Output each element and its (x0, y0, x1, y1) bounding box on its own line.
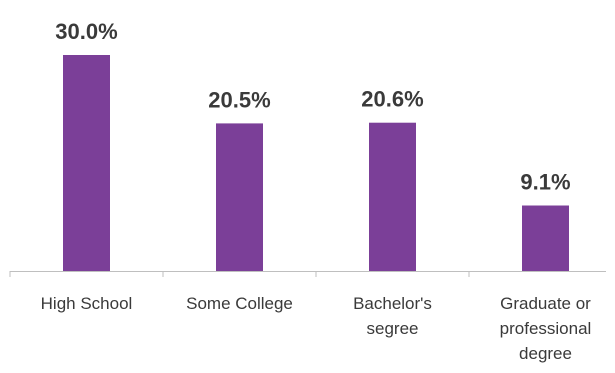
category-label-line: segree (367, 319, 419, 338)
bar (522, 205, 569, 271)
bar (216, 123, 263, 272)
bars-layer (63, 55, 569, 272)
category-label: Graduate or professional degree (500, 294, 592, 363)
category-label: Some College (186, 294, 293, 313)
category-label-line: High School (41, 294, 133, 313)
category-label: Bachelor's segree (353, 294, 432, 338)
bar (63, 55, 110, 271)
category-label-line: Graduate or (500, 294, 591, 313)
data-label: 9.1% (520, 170, 570, 195)
category-label-line: Some College (186, 294, 293, 313)
x-axis (9, 271, 606, 277)
category-label-line: professional (500, 319, 592, 338)
data-label: 20.5% (208, 87, 270, 112)
data-label: 20.6% (361, 87, 423, 112)
data-label: 30.0% (55, 19, 117, 44)
category-labels-layer: High School Some College Bachelor's segree G… (41, 294, 592, 363)
value-labels-layer: 30.0% 20.5% 20.6% 9.1% (55, 19, 570, 195)
category-label: High School (41, 294, 133, 313)
category-label-line: Bachelor's (353, 294, 432, 313)
bar (369, 122, 416, 271)
category-label-line: degree (519, 344, 572, 363)
